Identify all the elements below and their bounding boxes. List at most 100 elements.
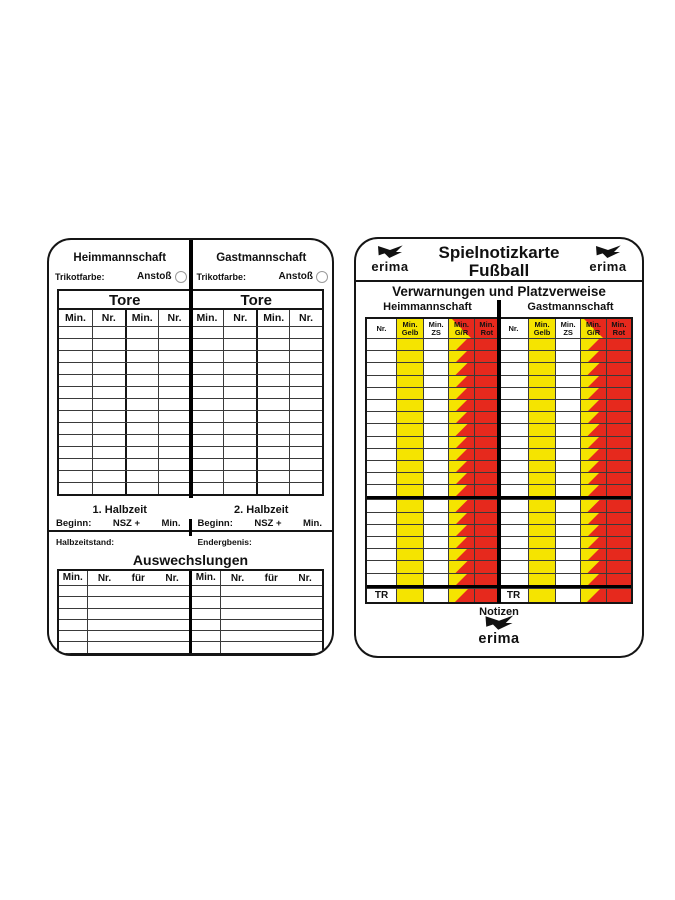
min-label: Min. bbox=[161, 518, 181, 529]
tore-table: Tore Min. Nr. Min. Nr. bbox=[57, 289, 324, 496]
trikotfarbe-label: Trikotfarbe: bbox=[196, 271, 247, 282]
title-line-1: Spielnotizkarte bbox=[438, 243, 560, 262]
tore-row bbox=[59, 446, 191, 458]
cards-row bbox=[499, 338, 631, 351]
col-nr: Nr. bbox=[376, 323, 387, 333]
col-min-zs: Min. ZS bbox=[423, 319, 449, 338]
tore-row bbox=[190, 374, 322, 386]
tore-title: Tore bbox=[59, 291, 191, 310]
tore-row bbox=[190, 458, 322, 470]
auswechslungen-row bbox=[59, 607, 189, 619]
cards-table-home: Nr. Min. Gelb Min. ZS Min. G/R Min. Rot bbox=[367, 319, 499, 602]
col-min-gr: Min. G/R bbox=[580, 319, 606, 338]
auswechslungen-row bbox=[59, 618, 189, 631]
center-divider-beginn bbox=[189, 519, 192, 536]
cards-row bbox=[499, 411, 631, 424]
beginn-label: Beginn: bbox=[197, 518, 233, 529]
tore-row bbox=[190, 446, 322, 458]
guest-team-header: Gastmannschaft bbox=[216, 252, 307, 264]
tore-row bbox=[190, 350, 322, 362]
cards-rows-section1 bbox=[499, 338, 631, 497]
cards-row bbox=[367, 548, 499, 561]
second-half-title: 2. Halbzeit bbox=[234, 504, 289, 516]
cards-row bbox=[499, 398, 631, 412]
col-nr: Nr. bbox=[97, 572, 112, 584]
col-min: Min. bbox=[192, 571, 221, 585]
notizen-label: Notizen bbox=[479, 605, 519, 618]
cards-row bbox=[367, 398, 499, 412]
auswechslungen-row bbox=[59, 585, 189, 597]
cards-row bbox=[499, 350, 631, 363]
tore-row bbox=[59, 362, 191, 374]
tore-column-headers: Min. Nr. Min. Nr. bbox=[191, 310, 323, 326]
cards-row bbox=[499, 548, 631, 561]
cards-row bbox=[499, 484, 631, 497]
cards-table: Nr. Min. Gelb Min. ZS Min. G/R Min. Rot bbox=[365, 317, 633, 604]
tore-row bbox=[59, 326, 191, 338]
col-min-gelb: Min. Gelb bbox=[396, 319, 424, 338]
tore-row bbox=[59, 410, 191, 422]
home-trikot-section: Trikotfarbe: Anstoß bbox=[49, 265, 191, 288]
guest-team-header: Gastmannschaft bbox=[527, 301, 614, 313]
cards-row bbox=[367, 499, 499, 512]
tore-row bbox=[59, 422, 191, 434]
cards-row bbox=[499, 386, 631, 399]
cards-row bbox=[367, 411, 499, 424]
tore-row bbox=[190, 482, 322, 494]
section-divider bbox=[367, 584, 499, 588]
col-nr: Nr. bbox=[165, 572, 179, 584]
auswechslungen-row bbox=[59, 630, 189, 642]
tore-row bbox=[190, 470, 322, 482]
col-min: Min. bbox=[124, 310, 158, 326]
tr-label: TR bbox=[374, 589, 389, 601]
anstoss-label: Anstoß bbox=[137, 271, 172, 282]
beginn-row: Beginn: NSZ + Min. Beginn: NSZ + Min. bbox=[49, 517, 332, 532]
auswechslungen-row bbox=[192, 607, 322, 619]
col-min-gelb: Min. Gelb bbox=[528, 319, 556, 338]
guest-trikot-section: Trikotfarbe: Anstoß bbox=[191, 265, 333, 288]
auswechslungen-home: Min. Nr. für Nr. bbox=[59, 571, 189, 653]
cards-row bbox=[499, 423, 631, 436]
tore-rows bbox=[190, 326, 322, 494]
cards-row bbox=[367, 560, 499, 573]
cards-row bbox=[367, 338, 499, 351]
tore-row bbox=[59, 350, 191, 362]
col-min: Min. bbox=[59, 571, 88, 585]
cards-row bbox=[367, 447, 499, 460]
cards-row bbox=[499, 511, 631, 524]
anstoss-circle bbox=[316, 270, 328, 283]
home-team-header: Heimmannschaft bbox=[73, 252, 167, 264]
cards-row bbox=[499, 447, 631, 460]
beginn-label: Beginn: bbox=[56, 518, 92, 529]
erima-wordmark: erima bbox=[478, 631, 520, 647]
beginn-second-half: Beginn: NSZ + Min. bbox=[190, 517, 332, 532]
tore-table-home: Tore Min. Nr. Min. Nr. bbox=[59, 291, 191, 494]
erima-logo-bottom: erima bbox=[356, 614, 642, 647]
tore-row bbox=[190, 362, 322, 374]
tore-row bbox=[190, 398, 322, 410]
first-half-title: 1. Halbzeit bbox=[92, 504, 147, 516]
cards-row bbox=[367, 484, 499, 497]
halbzeitstand-label: Halbzeitstand: bbox=[56, 537, 115, 547]
anstoss-label: Anstoß bbox=[278, 271, 313, 282]
erima-bird-icon bbox=[485, 615, 514, 630]
tore-row bbox=[190, 326, 322, 338]
auswechslungen-row bbox=[192, 585, 322, 597]
col-nr: Nr. bbox=[223, 310, 256, 326]
cards-row bbox=[499, 374, 631, 387]
cards-row bbox=[499, 536, 631, 549]
nsz-label: NSZ + bbox=[254, 518, 282, 529]
erima-logo-right: erima bbox=[581, 244, 635, 273]
trikotfarbe-label: Trikotfarbe: bbox=[55, 271, 105, 282]
auswechslungen-rows bbox=[59, 585, 189, 653]
auswechslungen-headers: Min. Nr. für Nr. bbox=[59, 571, 189, 585]
erima-bird-icon bbox=[596, 245, 621, 258]
card-title: Spielnotizkarte Fußball bbox=[417, 244, 581, 280]
tore-row bbox=[190, 434, 322, 446]
col-min: Min. bbox=[256, 310, 289, 326]
team-header-row: Heimmannschaft Gastmannschaft bbox=[49, 240, 332, 265]
cards-row bbox=[367, 472, 499, 485]
halbzeit-title-row: 1. Halbzeit 2. Halbzeit bbox=[49, 504, 332, 517]
col-min-gr: Min. G/R bbox=[448, 319, 474, 338]
